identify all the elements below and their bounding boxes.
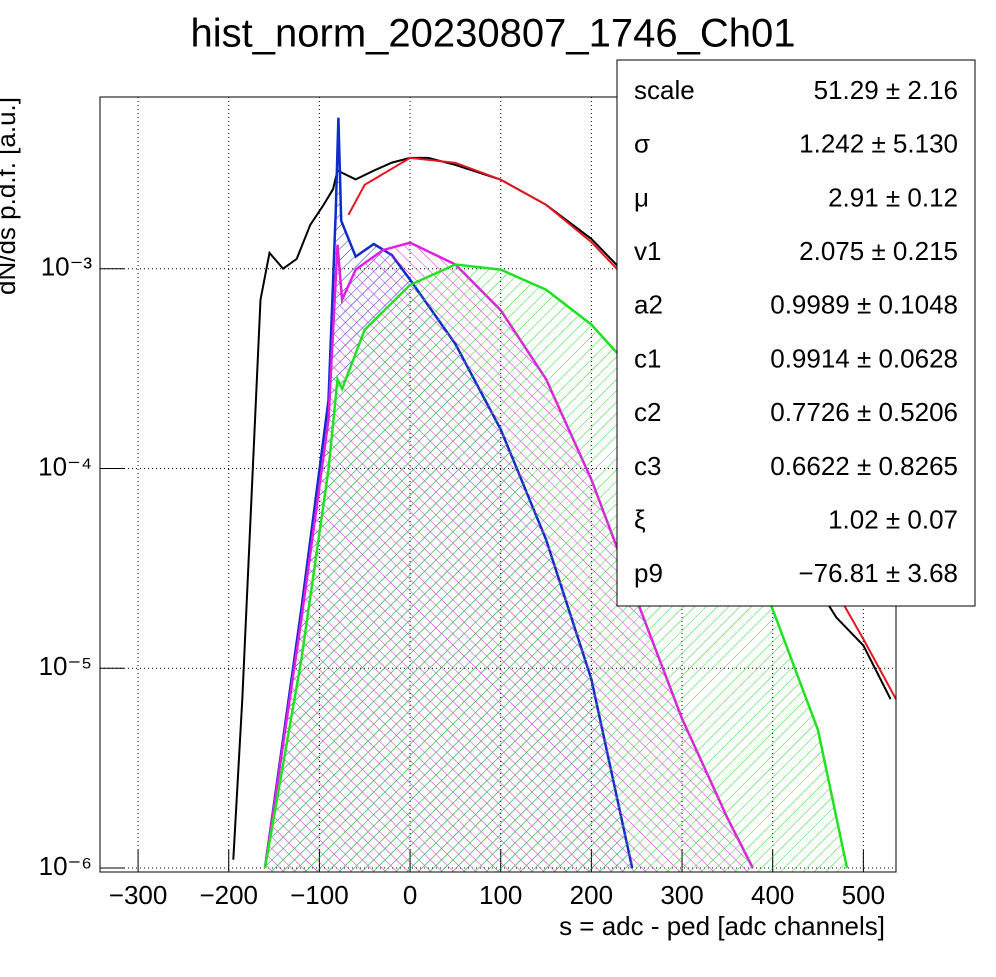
x-tick-label: 200: [570, 880, 613, 910]
series-line: [232, 156, 892, 860]
x-tick-label: 500: [842, 880, 885, 910]
x-tick-label: −300: [109, 880, 168, 910]
x-axis-label: s = adc - ped [adc channels]: [559, 911, 885, 941]
x-tick-label: 100: [479, 880, 522, 910]
stats-box: scale 51.29 ± 2.16 σ 1.242 ± 5.130 μ 2.91 ± 0…: [616, 59, 976, 607]
stats-frame: [616, 59, 976, 607]
stat-name: c2: [634, 397, 661, 427]
stat-name: μ: [634, 182, 649, 212]
stat-name: σ: [634, 129, 650, 159]
stat-name: scale: [634, 75, 695, 105]
stat-name: a2: [634, 290, 663, 320]
stat-name: ξ: [634, 504, 646, 534]
stat-value: 1.02 ± 0.07: [828, 504, 958, 534]
stat-value: 0.9989 ± 0.1048: [770, 290, 958, 320]
x-tick-label: 300: [660, 880, 703, 910]
stat-value: −76.81 ± 3.68: [798, 558, 958, 588]
stat-value: 1.242 ± 5.130: [799, 129, 958, 159]
chart-title: hist_norm_20230807_1746_Ch01: [191, 12, 796, 56]
area-fill: [265, 264, 847, 872]
y-tick-label: 10⁻⁶: [39, 851, 92, 881]
y-tick-label: 10⁻³: [41, 252, 93, 282]
x-tick-label: 0: [403, 880, 417, 910]
x-tick-label: 400: [751, 880, 794, 910]
y-tick-label: 10⁻⁴: [38, 451, 92, 481]
stat-name: c3: [634, 451, 661, 481]
y-tick-label: 10⁻⁵: [39, 651, 92, 681]
y-axis-label: dN/ds p.d.f. [a.u.]: [0, 97, 21, 295]
stat-name: p9: [634, 558, 663, 588]
stat-name: v1: [634, 236, 661, 266]
stat-value: 2.075 ± 0.215: [799, 236, 958, 266]
x-tick-label: −100: [290, 880, 349, 910]
x-tick-label: −200: [199, 880, 258, 910]
stat-name: c1: [634, 343, 661, 373]
stat-value: 0.6622 ± 0.8265: [770, 451, 958, 481]
stat-value: 0.9914 ± 0.0628: [770, 343, 958, 373]
stat-value: 0.7726 ± 0.5206: [770, 397, 958, 427]
stat-value: 2.91 ± 0.12: [828, 182, 958, 212]
stat-value: 51.29 ± 2.16: [814, 75, 958, 105]
